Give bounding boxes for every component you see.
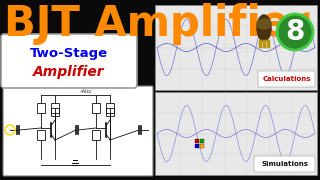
Bar — [195, 140, 199, 143]
FancyBboxPatch shape — [1, 34, 137, 88]
Text: BJT Amplifier: BJT Amplifier — [4, 3, 309, 45]
Bar — [37, 103, 45, 113]
Text: BJT Amplifier: BJT Amplifier — [4, 3, 309, 45]
FancyBboxPatch shape — [258, 71, 315, 87]
Bar — [200, 145, 204, 148]
Text: +Vcc: +Vcc — [79, 89, 92, 94]
Bar — [51, 103, 59, 113]
Bar — [155, 5, 317, 90]
FancyBboxPatch shape — [3, 86, 153, 176]
Bar — [106, 108, 114, 116]
Bar — [92, 103, 100, 113]
Ellipse shape — [257, 15, 271, 41]
Bar — [155, 92, 317, 175]
Bar — [200, 140, 204, 143]
Bar — [92, 130, 100, 140]
Text: Simulations: Simulations — [261, 161, 308, 167]
Bar — [106, 103, 114, 113]
Text: Two-Stage: Two-Stage — [30, 47, 108, 60]
Bar — [195, 145, 199, 148]
Ellipse shape — [257, 19, 271, 29]
FancyBboxPatch shape — [254, 156, 315, 172]
Bar — [37, 130, 45, 140]
Text: 8: 8 — [285, 18, 305, 46]
Bar — [51, 108, 59, 116]
Text: Amplifier: Amplifier — [33, 65, 105, 78]
Text: Calculations: Calculations — [263, 76, 311, 82]
Circle shape — [277, 14, 313, 50]
Text: ~: ~ — [7, 127, 13, 133]
